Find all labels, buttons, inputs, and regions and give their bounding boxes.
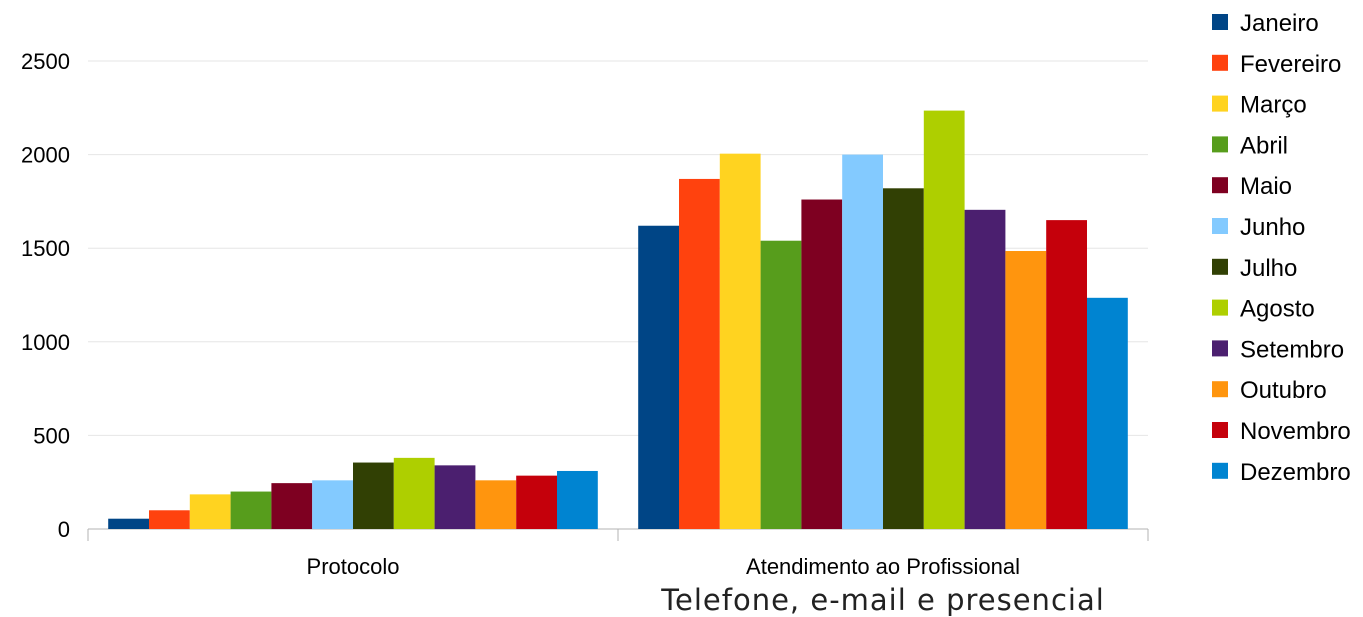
bar-julho-protocolo xyxy=(353,462,394,529)
x-category-label: Protocolo xyxy=(307,554,400,579)
legend-label: Maio xyxy=(1240,173,1292,200)
legend-swatch xyxy=(1212,381,1228,398)
y-tick-label: 1000 xyxy=(21,330,70,355)
legend-swatch xyxy=(1212,299,1228,316)
bar-março-protocolo xyxy=(189,494,231,529)
bar-março-atendimento xyxy=(719,153,761,529)
y-tick-label: 0 xyxy=(58,517,70,542)
legend-swatch xyxy=(1212,95,1228,112)
bar-julho-atendimento xyxy=(883,188,924,529)
bar-agosto-protocolo xyxy=(393,457,435,529)
legend-swatch xyxy=(1212,177,1228,194)
legend-label: Abril xyxy=(1240,132,1288,159)
y-tick-label: 500 xyxy=(33,423,70,448)
bar-dezembro-protocolo xyxy=(557,470,598,529)
bar-outubro-protocolo xyxy=(475,480,517,529)
legend-swatch xyxy=(1212,54,1228,71)
bar-setembro-atendimento xyxy=(964,209,1006,529)
bar-maio-atendimento xyxy=(801,199,843,529)
bar-setembro-protocolo xyxy=(434,465,476,529)
bar-fevereiro-protocolo xyxy=(149,510,190,529)
legend: Janeiro Fevereiro Março Abril Maio Junho Julho… xyxy=(1212,10,1351,486)
legend-label: Agosto xyxy=(1240,296,1315,323)
bar-outubro-atendimento xyxy=(1005,251,1047,529)
legend-swatch xyxy=(1212,462,1228,479)
x-category-sublabel: Telefone, e-mail e presencial xyxy=(660,583,1105,617)
bars xyxy=(108,110,1128,529)
bar-dezembro-atendimento xyxy=(1087,297,1128,529)
bar-janeiro-protocolo xyxy=(108,518,149,529)
bar-abril-atendimento xyxy=(760,240,802,529)
legend-label: Janeiro xyxy=(1240,10,1319,37)
bar-novembro-atendimento xyxy=(1046,220,1087,529)
legend-swatch xyxy=(1212,218,1228,234)
x-axis: Protocolo Atendimento ao Profissional Tele… xyxy=(307,554,1105,617)
bar-janeiro-atendimento xyxy=(638,225,679,529)
legend-label: Julho xyxy=(1240,255,1297,282)
bar-abril-protocolo xyxy=(230,491,272,529)
bar-junho-protocolo xyxy=(312,480,353,529)
bar-fevereiro-atendimento xyxy=(679,178,720,529)
legend-swatch xyxy=(1212,14,1228,30)
legend-label: Junho xyxy=(1240,214,1305,241)
legend-label: Março xyxy=(1240,92,1307,119)
y-tick-label: 2000 xyxy=(21,143,70,168)
y-axis: 0 500 1000 1500 2000 2500 xyxy=(21,49,70,542)
y-tick-label: 2500 xyxy=(21,49,70,74)
legend-label: Dezembro xyxy=(1240,459,1351,486)
legend-label: Fevereiro xyxy=(1240,51,1341,78)
bar-maio-protocolo xyxy=(271,483,313,529)
legend-swatch xyxy=(1212,340,1228,357)
legend-label: Outubro xyxy=(1240,377,1327,404)
legend-swatch xyxy=(1212,258,1228,275)
legend-label: Setembro xyxy=(1240,336,1344,363)
bar-novembro-protocolo xyxy=(516,475,557,529)
legend-swatch xyxy=(1212,422,1228,438)
x-category-label: Atendimento ao Profissional xyxy=(746,554,1020,579)
bar-junho-atendimento xyxy=(842,154,883,529)
legend-swatch xyxy=(1212,136,1228,153)
legend-label: Novembro xyxy=(1240,418,1351,445)
y-tick-label: 1500 xyxy=(21,236,70,261)
bar-agosto-atendimento xyxy=(923,110,965,529)
